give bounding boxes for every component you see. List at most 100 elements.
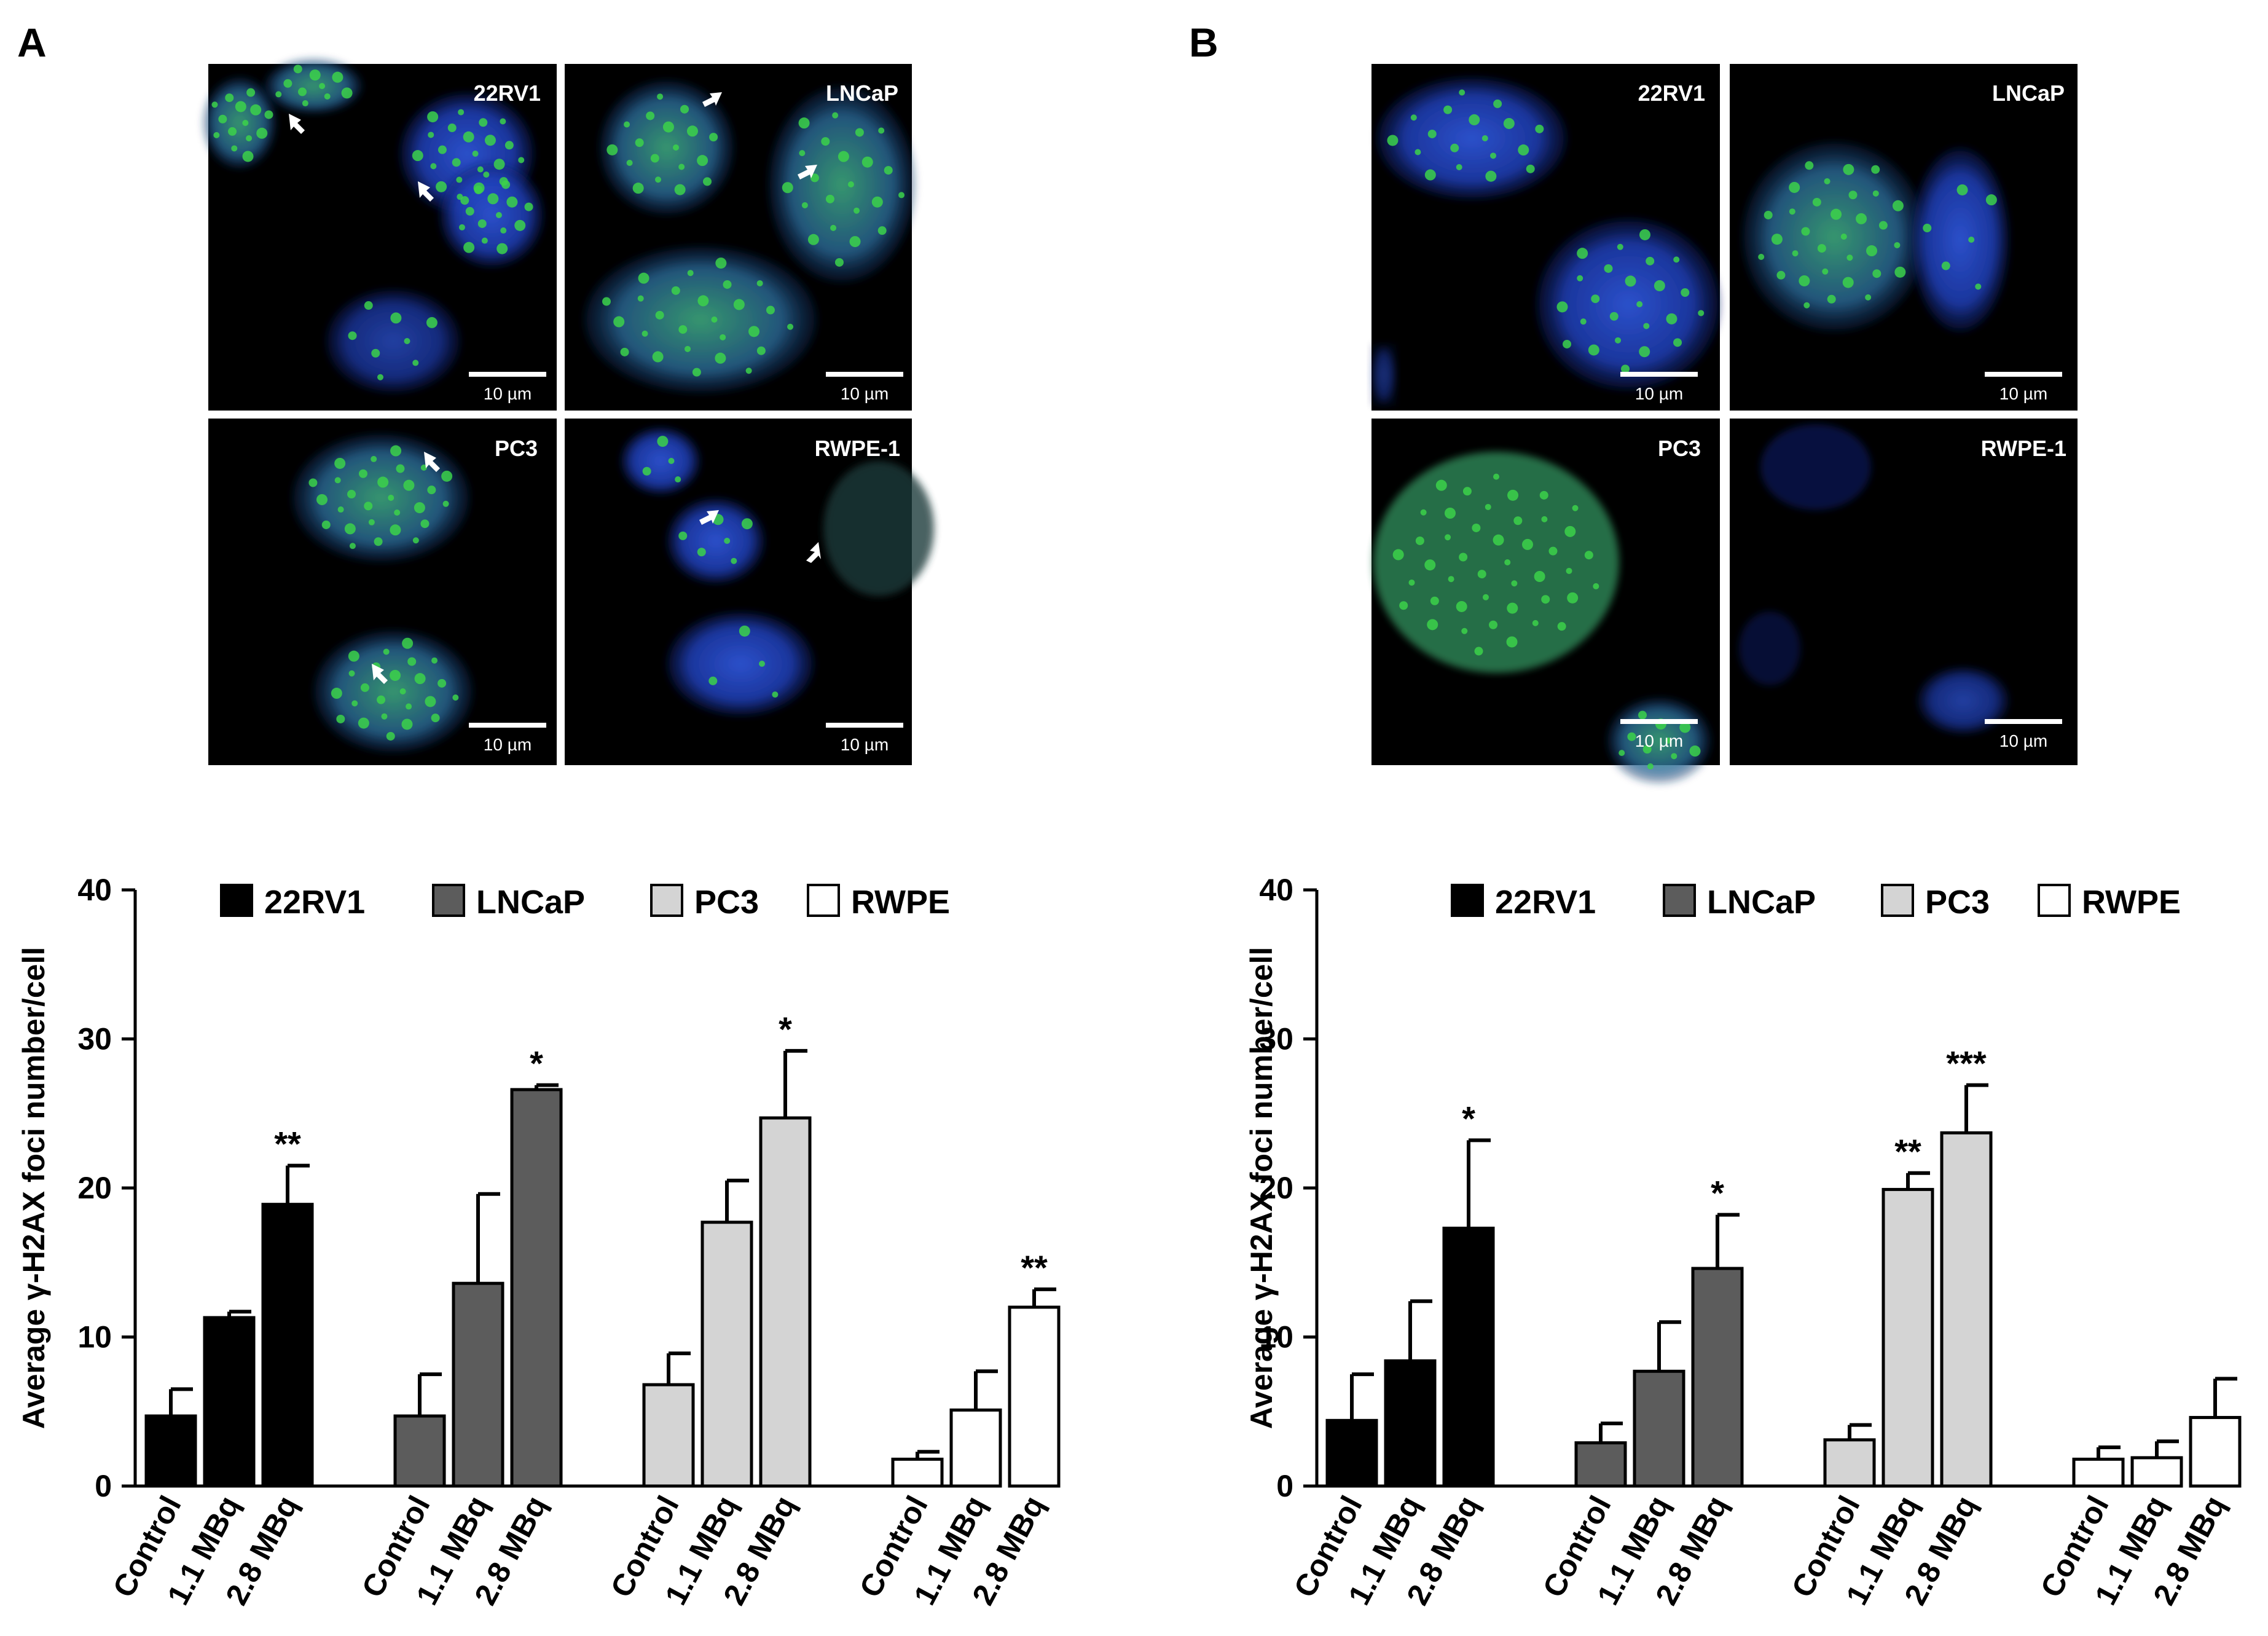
foci-dot	[412, 360, 419, 366]
foci-dot	[1764, 210, 1773, 219]
scale-text-a-rwpe1: 10 µm	[841, 735, 889, 754]
bar	[759, 1116, 812, 1488]
foci-dot	[246, 135, 253, 141]
foci-dot	[720, 334, 726, 340]
foci-dot	[431, 714, 440, 723]
foci-dot	[1803, 302, 1810, 309]
foci-dot	[675, 476, 681, 483]
significance-label: **	[1021, 1248, 1048, 1287]
foci-dot	[518, 157, 525, 163]
foci-dot	[368, 519, 375, 525]
foci-dot	[319, 83, 326, 89]
foci-dot	[452, 158, 461, 167]
foci-dot	[799, 150, 806, 157]
foci-dot	[847, 181, 854, 187]
y-tick-label: 20	[77, 1171, 112, 1205]
foci-dot	[1526, 164, 1535, 173]
bar	[1325, 1418, 1378, 1488]
foci-dot	[1392, 549, 1404, 560]
bar	[510, 1088, 563, 1488]
foci-dot	[657, 436, 669, 447]
foci-dot	[428, 132, 434, 138]
foci-dot	[377, 476, 389, 488]
foci-dot	[364, 301, 373, 310]
foci-dot	[1758, 253, 1765, 260]
foci-dot	[1639, 229, 1650, 240]
scale-bar-b-rwpe1	[1985, 719, 2062, 724]
foci-dot	[1799, 275, 1810, 286]
foci-dot	[1639, 346, 1650, 358]
foci-dot	[225, 93, 234, 103]
foci-dot	[798, 117, 810, 129]
y-tick-label: 10	[1259, 1320, 1293, 1355]
foci-dot	[801, 202, 808, 208]
foci-dot	[1506, 636, 1518, 648]
foci-dot	[1445, 534, 1451, 541]
foci-dot	[235, 101, 246, 112]
foci-dot	[309, 69, 321, 81]
bar	[2130, 1456, 2183, 1488]
foci-dot	[733, 299, 745, 310]
foci-dot	[1507, 489, 1519, 501]
bar	[1574, 1441, 1627, 1488]
foci-dot	[337, 506, 344, 513]
foci-dot	[1665, 737, 1672, 744]
foci-dot	[1588, 344, 1599, 356]
foci-dot	[275, 91, 282, 98]
foci-dot	[399, 688, 406, 694]
foci-dot	[741, 518, 753, 530]
foci-dot	[632, 183, 644, 194]
significance-label: *	[1711, 1174, 1724, 1213]
foci-dot	[687, 270, 694, 277]
foci-dot	[697, 155, 708, 167]
foci-dot	[668, 458, 675, 464]
foci-dot	[1638, 710, 1647, 720]
bar-chart-b: 0 10 20 30 40 Average γ-H2AX foci number/cell…	[1244, 873, 2242, 1610]
foci-dot	[855, 128, 864, 137]
foci-dot	[1609, 312, 1619, 321]
foci-dot	[756, 280, 763, 286]
significance-label: **	[274, 1125, 301, 1163]
foci-dot	[1866, 245, 1878, 257]
foci-dot	[1646, 256, 1655, 265]
foci-dot	[1399, 601, 1408, 610]
foci-dot	[1878, 221, 1888, 230]
foci-dot	[1410, 114, 1417, 121]
significance-label: **	[1894, 1132, 1921, 1171]
foci-dot	[1424, 559, 1436, 571]
foci-dot	[1617, 243, 1623, 250]
foci-dot	[810, 173, 819, 183]
foci-dot	[652, 351, 664, 363]
foci-dot	[1894, 242, 1901, 248]
foci-dot	[302, 100, 308, 107]
foci-dot	[1625, 275, 1636, 287]
foci-dot	[1513, 516, 1523, 525]
foci-dot	[456, 176, 463, 183]
y-axis-title: Average γ-H2AX foci number/cell	[1244, 947, 1279, 1430]
foci-dot	[1842, 277, 1854, 288]
bar	[1691, 1267, 1744, 1488]
foci-dot	[1444, 507, 1456, 519]
foci-dot	[766, 305, 775, 315]
foci-dot	[407, 657, 417, 666]
foci-dot	[1643, 323, 1650, 329]
foci-dot	[438, 678, 447, 688]
foci-dot	[715, 258, 727, 269]
bar	[949, 1408, 1002, 1488]
scale-text-a-22rv1: 10 µm	[484, 384, 532, 403]
foci-dot	[1535, 124, 1544, 133]
foci-dot	[1572, 505, 1579, 511]
foci-dot	[642, 466, 651, 476]
scale-bar-b-22rv1	[1620, 372, 1698, 377]
foci-dot	[642, 330, 648, 337]
foci-dot	[441, 470, 453, 482]
micrograph-label-b-rwpe1: RWPE-1	[1981, 436, 2066, 461]
panel-label-a: A	[17, 20, 47, 65]
foci-dot	[692, 368, 701, 377]
foci-dot	[349, 543, 356, 549]
foci-dot	[308, 478, 318, 487]
foci-dot	[1872, 190, 1879, 197]
foci-dot	[1591, 294, 1600, 304]
foci-dot	[787, 323, 794, 330]
foci-dot	[1462, 487, 1472, 496]
